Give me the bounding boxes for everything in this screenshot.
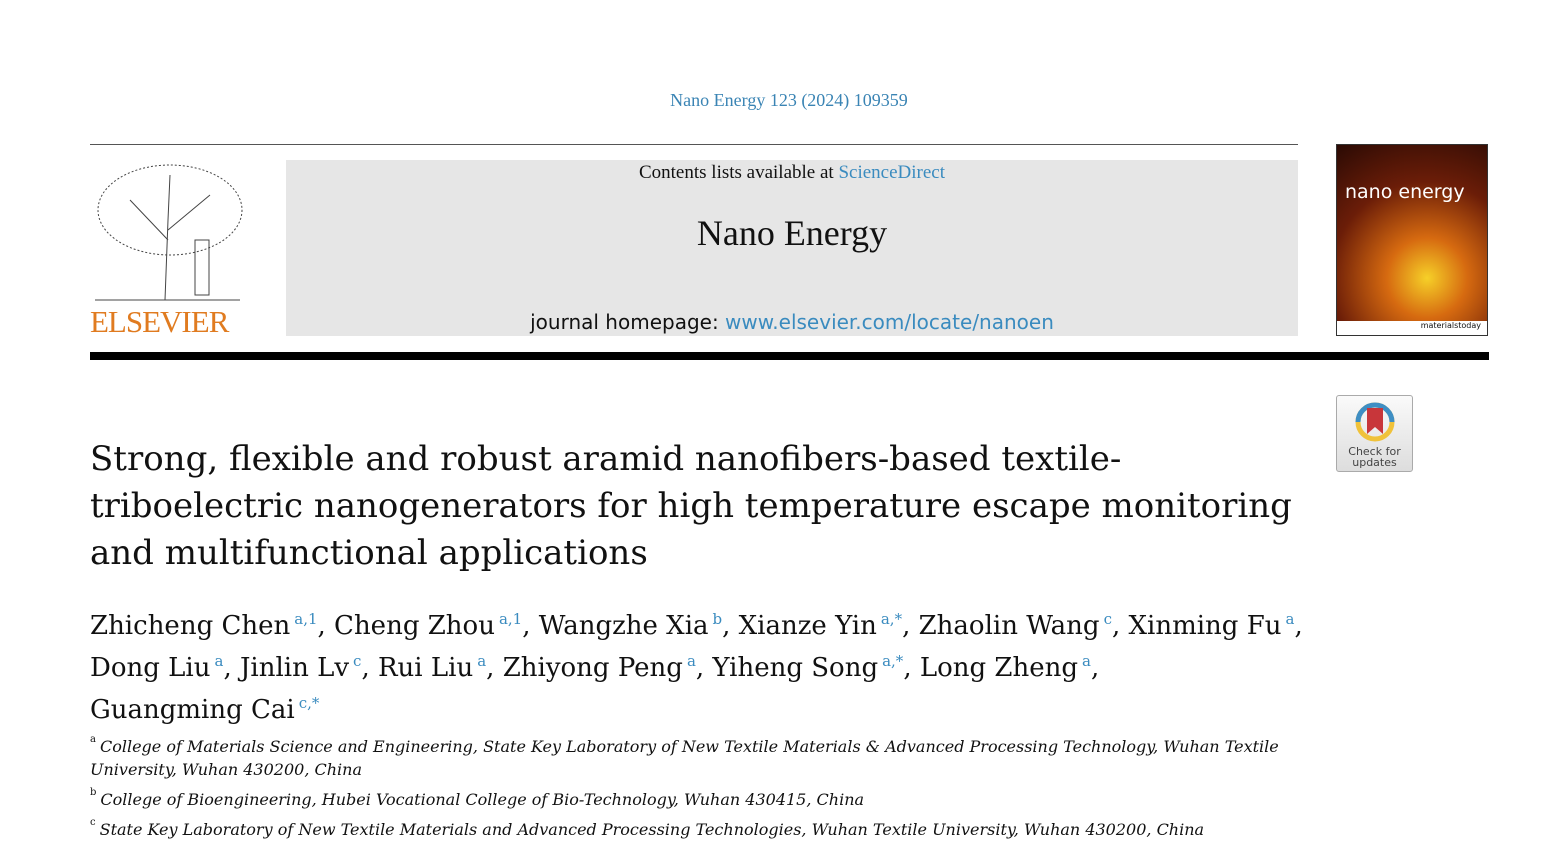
bookmark-icon (1355, 402, 1394, 442)
author-name: Cheng Zhou (334, 611, 495, 641)
affiliation-link[interactable]: a (477, 652, 487, 670)
contents-line: Contents lists available at ScienceDirec… (638, 162, 946, 183)
affiliation-text: State Key Laboratory of New Textile Mate… (99, 820, 1205, 839)
header-bar (90, 352, 1489, 360)
affiliation-link[interactable]: a (686, 652, 696, 670)
affiliation-text: College of Bioengineering, Hubei Vocatio… (100, 790, 865, 809)
author-name: Wangzhe Xia (538, 611, 709, 641)
affiliation-link[interactable]: a,1 (294, 610, 318, 628)
author-name: Zhicheng Chen (90, 611, 291, 641)
affiliation-link[interactable]: c,* (298, 694, 320, 712)
article-title: Strong, flexible and robust aramid nanof… (90, 439, 1292, 573)
affiliation-mark: a (90, 734, 96, 745)
affiliation-link[interactable]: a (1285, 610, 1295, 628)
divider (90, 144, 1298, 145)
journal-banner: Contents lists available at ScienceDirec… (286, 160, 1298, 336)
affiliation-link[interactable]: a,1 (498, 610, 523, 628)
affiliation-mark: b (90, 787, 97, 798)
author-name: Long Zheng (919, 653, 1079, 683)
affiliation-link[interactable]: a,* (880, 610, 903, 628)
affiliation-link[interactable]: a (1082, 652, 1091, 670)
author: Xianze Yin a,* (738, 610, 903, 641)
author: Yiheng Song a,* (712, 652, 904, 683)
affiliation-mark: c (90, 817, 96, 828)
author: Cheng Zhou a,1 (334, 610, 523, 641)
journal-cover-image[interactable]: nano energy materialstoday (1336, 144, 1488, 336)
homepage-link[interactable]: www.elsevier.com/locate/nanoen (725, 310, 1054, 334)
check-for-updates-button[interactable]: Check for updates (1336, 395, 1413, 472)
affiliations: a College of Materials Science and Engine… (90, 728, 1310, 841)
author: Rui Liu a (377, 652, 487, 683)
author: Wangzhe Xia b (538, 610, 723, 641)
author-name: Jinlin Lv (239, 653, 350, 683)
affiliation-link[interactable]: c (1103, 610, 1112, 628)
journal-reference[interactable]: Nano Energy 123 (2024) 109359 (670, 90, 908, 110)
tree-icon (95, 164, 243, 301)
journal-name: Nano Energy (696, 213, 888, 253)
affiliation-link[interactable]: a,* (882, 652, 904, 670)
elsevier-logo: ELSEVIER (90, 160, 248, 340)
affiliation-link[interactable]: c (353, 652, 362, 670)
author: Xinming Fu a (1128, 610, 1295, 641)
affiliation-link[interactable]: b (712, 610, 723, 628)
author: Guangming Cai c,* (90, 694, 320, 725)
homepage-line: journal homepage: www.elsevier.com/locat… (530, 310, 1054, 334)
author-name: Yiheng Song (712, 653, 879, 683)
affiliation: a College of Materials Science and Engine… (90, 728, 1310, 781)
affiliation-link[interactable]: a (214, 652, 224, 670)
author-name: Xianze Yin (738, 611, 877, 641)
author-name: Rui Liu (377, 653, 474, 683)
author: Zhaolin Wang c (918, 610, 1112, 641)
author-name: Zhiyong Peng (502, 653, 683, 683)
sciencedirect-link[interactable]: ScienceDirect (838, 162, 946, 183)
author: Long Zheng a (919, 652, 1091, 683)
author-name: Zhaolin Wang (918, 611, 1100, 641)
affiliation-text: College of Materials Science and Enginee… (90, 737, 1279, 779)
author-name: Xinming Fu (1128, 611, 1282, 641)
author: Dong Liu a (90, 652, 224, 683)
author-list: Zhicheng Chen a,1, Cheng Zhou a,1, Wangzhe… (90, 610, 1303, 725)
author: Zhiyong Peng a (502, 652, 696, 683)
author: Zhicheng Chen a,1 (90, 610, 318, 641)
affiliation: b College of Bioengineering, Hubei Vocati… (90, 781, 1310, 811)
author: Jinlin Lv c (239, 652, 362, 683)
author-name: Guangming Cai (90, 695, 295, 725)
affiliation: c State Key Laboratory of New Textile Mat… (90, 811, 1310, 841)
author-name: Dong Liu (90, 653, 211, 683)
